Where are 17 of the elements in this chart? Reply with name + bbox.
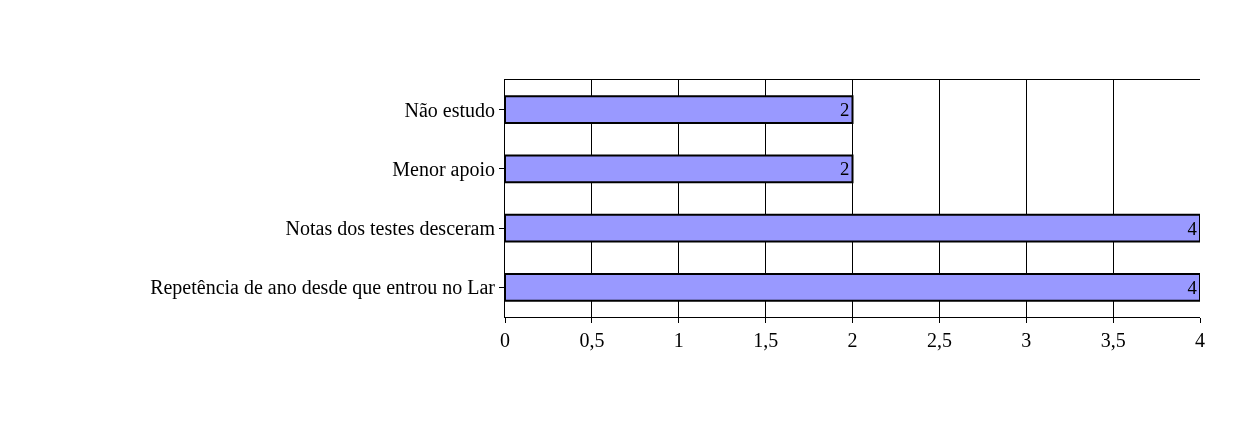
x-tick-label: 3 — [1021, 329, 1032, 351]
y-tick-label: Notas dos testes desceram — [285, 217, 496, 240]
y-tick-label: Não estudo — [404, 98, 495, 121]
x-tick-label: 0,5 — [579, 329, 605, 351]
data-label: 2 — [840, 99, 850, 121]
x-tick-label: 3,5 — [1100, 329, 1126, 351]
x-tick-label: 2,5 — [926, 329, 952, 351]
x-tick-label: 2 — [847, 329, 858, 351]
data-label: 4 — [1187, 217, 1198, 239]
x-tick-label: 0 — [500, 329, 510, 351]
y-tick-label: Menor apoio — [392, 157, 495, 181]
data-label: 4 — [1187, 276, 1198, 298]
data-label: 2 — [840, 158, 850, 180]
y-tick-label: Repetência de ano desde que entrou no Lar — [150, 276, 496, 300]
x-tick-label: 4 — [1195, 329, 1205, 351]
x-tick-label: 1,5 — [753, 329, 779, 351]
x-tick-label: 1 — [673, 329, 684, 351]
